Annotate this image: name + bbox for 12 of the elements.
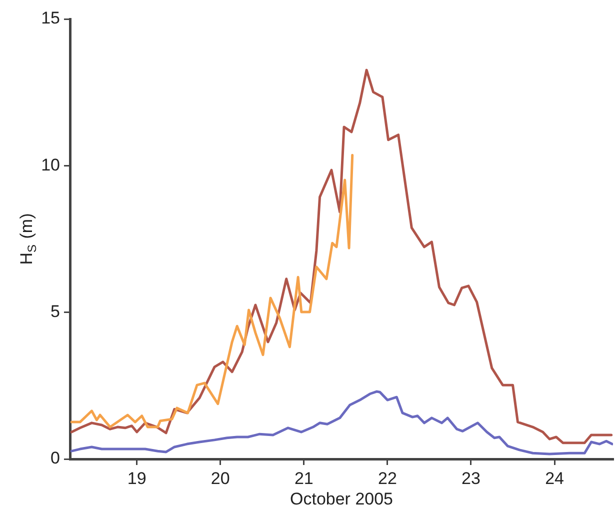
x-tick-label: 19 — [127, 468, 146, 488]
y-tick-label: 5 — [50, 302, 60, 322]
y-tick-label: 0 — [50, 448, 60, 468]
x-tick-label: 24 — [545, 468, 564, 488]
y-axis-title: HS (m) — [17, 213, 39, 265]
x-tick-label: 23 — [462, 468, 480, 488]
x-tick-label: 20 — [210, 468, 230, 488]
y-tick-label: 15 — [41, 8, 60, 28]
x-tick-label: 21 — [294, 468, 314, 488]
y-tick-label: 10 — [41, 155, 60, 174]
x-axis-title: October 2005 — [290, 489, 394, 508]
x-tick-label: 22 — [378, 468, 397, 488]
